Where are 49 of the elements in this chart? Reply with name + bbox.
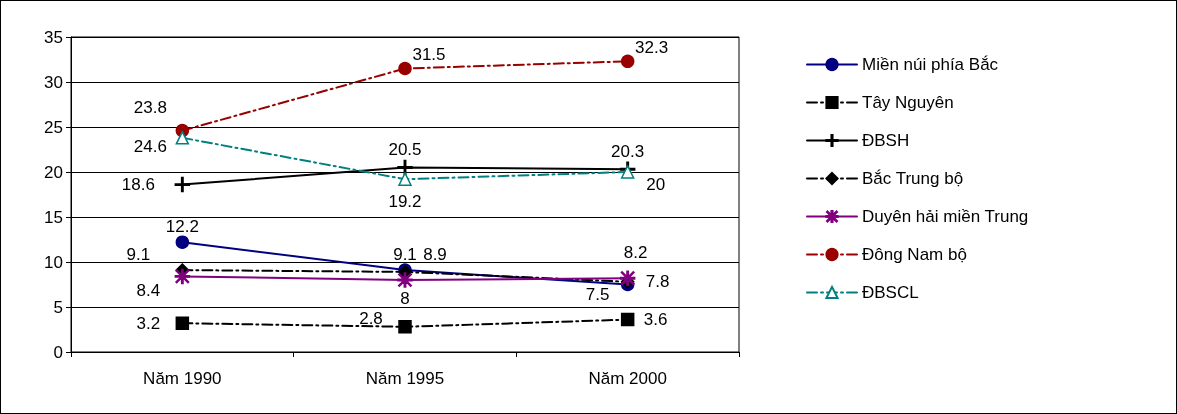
data-label: 18.6 — [121, 175, 155, 195]
data-label: 9.1 — [393, 244, 417, 264]
y-tick-label: 35 — [44, 27, 63, 47]
point — [175, 235, 190, 249]
y-tick-label: 0 — [53, 342, 63, 362]
data-label: 19.2 — [388, 191, 422, 211]
point — [398, 61, 412, 76]
data-label: 7.5 — [585, 285, 610, 304]
data-label: 12.2 — [165, 216, 199, 236]
data-label: 20.5 — [388, 140, 422, 159]
legend-label: Duyên hải miền Trung — [862, 207, 1029, 226]
point — [175, 131, 190, 145]
data-label: 2.8 — [359, 309, 383, 329]
data-label: 8.2 — [623, 242, 648, 262]
y-tick-label: 30 — [44, 72, 63, 92]
data-label: 20.3 — [611, 141, 645, 161]
point — [175, 316, 190, 330]
legend-label: Bắc Trung bộ — [862, 169, 964, 188]
data-label: 7.8 — [645, 272, 670, 292]
point — [620, 54, 635, 69]
point — [398, 320, 412, 334]
y-tick-label: 25 — [44, 117, 63, 137]
y-tick-label: 10 — [44, 252, 63, 272]
data-label: 32.3 — [635, 37, 669, 57]
data-label: 24.6 — [133, 137, 167, 157]
x-tick-label: Năm 2000 — [588, 369, 667, 388]
point — [620, 165, 635, 179]
point — [398, 172, 412, 186]
data-label: 3.2 — [136, 313, 161, 333]
legend-label: ĐBSH — [862, 131, 910, 150]
data-label: 8.4 — [136, 280, 161, 300]
x-tick-label: Năm 1995 — [365, 369, 445, 388]
data-label: 23.8 — [133, 98, 167, 118]
legend-label: Miền núi phía Bắc — [862, 55, 999, 74]
y-tick-label: 20 — [44, 162, 63, 182]
legend-label: Tây Nguyên — [862, 93, 954, 112]
legend-label: ĐBSCL — [862, 283, 919, 302]
point — [620, 312, 635, 327]
data-label: 31.5 — [412, 45, 446, 64]
data-label: 3.6 — [643, 310, 668, 330]
point — [174, 176, 191, 193]
data-label: 9.1 — [126, 244, 151, 264]
x-tick-label: Năm 1990 — [143, 369, 222, 388]
legend-label: Đông Nam bộ — [862, 245, 967, 264]
data-label: 8.9 — [423, 245, 447, 265]
y-tick-label: 15 — [44, 207, 63, 227]
data-label: 8 — [400, 288, 410, 308]
data-label: 20 — [646, 174, 666, 194]
y-tick-label: 5 — [53, 297, 63, 317]
